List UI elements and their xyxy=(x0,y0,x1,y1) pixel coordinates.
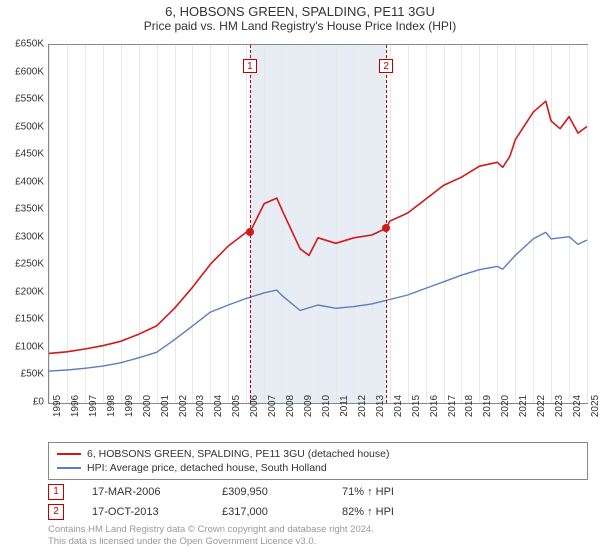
xtick-label: 2025 xyxy=(590,395,600,417)
xtick-label: 2008 xyxy=(285,395,296,417)
xtick-label: 2013 xyxy=(375,395,386,417)
legend-swatch xyxy=(57,453,81,455)
ytick-label: £400K xyxy=(15,176,44,187)
ytick-label: £450K xyxy=(15,149,44,160)
chart-plot-area: 12 xyxy=(48,44,588,404)
legend-label: HPI: Average price, detached house, Sout… xyxy=(87,462,327,474)
xtick-label: 2011 xyxy=(339,395,350,417)
xtick-label: 1996 xyxy=(70,395,81,417)
xtick-label: 2004 xyxy=(213,395,224,417)
ytick-label: £0 xyxy=(33,397,44,408)
xtick-label: 2001 xyxy=(160,395,171,417)
series-line xyxy=(49,101,587,353)
legend-item: 6, HOBSONS GREEN, SPALDING, PE11 3GU (de… xyxy=(57,447,579,461)
gridline-v xyxy=(587,45,588,403)
chart-lines-svg xyxy=(49,45,587,403)
ytick-label: £250K xyxy=(15,259,44,270)
xtick-label: 1997 xyxy=(88,395,99,417)
sale-hpi: 71% ↑ HPI xyxy=(342,486,394,498)
sale-marker: 2 xyxy=(48,504,64,520)
event-marker: 2 xyxy=(379,59,393,73)
series-line xyxy=(49,232,587,371)
ytick-label: £650K xyxy=(15,39,44,50)
xtick-label: 2010 xyxy=(321,395,332,417)
footer-note: Contains HM Land Registry data © Crown c… xyxy=(48,524,374,548)
xtick-label: 2006 xyxy=(249,395,260,417)
xtick-label: 2002 xyxy=(178,395,189,417)
xtick-label: 2020 xyxy=(500,395,511,417)
xtick-label: 1999 xyxy=(124,395,135,417)
xtick-label: 2000 xyxy=(142,395,153,417)
sale-point xyxy=(382,224,390,232)
ytick-label: £50K xyxy=(21,369,44,380)
xtick-label: 2014 xyxy=(393,395,404,417)
xtick-label: 2017 xyxy=(447,395,458,417)
ytick-label: £350K xyxy=(15,204,44,215)
sale-date: 17-OCT-2013 xyxy=(92,506,222,518)
xtick-label: 2015 xyxy=(411,395,422,417)
ytick-label: £100K xyxy=(15,341,44,352)
legend-item: HPI: Average price, detached house, Sout… xyxy=(57,461,579,475)
xtick-label: 1995 xyxy=(52,395,63,417)
sale-row: 2 17-OCT-2013£317,00082% ↑ HPI xyxy=(48,502,394,522)
sales-table: 1 17-MAR-2006£309,95071% ↑ HPI 2 17-OCT-201… xyxy=(48,482,394,522)
xtick-label: 2018 xyxy=(464,395,475,417)
sale-row: 1 17-MAR-2006£309,95071% ↑ HPI xyxy=(48,482,394,502)
xtick-label: 2007 xyxy=(267,395,278,417)
legend: 6, HOBSONS GREEN, SPALDING, PE11 3GU (de… xyxy=(48,442,588,480)
sale-price: £317,000 xyxy=(222,506,342,518)
footer-line1: Contains HM Land Registry data © Crown c… xyxy=(48,524,374,536)
ytick-label: £150K xyxy=(15,314,44,325)
xtick-label: 2016 xyxy=(429,395,440,417)
xtick-label: 2009 xyxy=(303,395,314,417)
sale-price: £309,950 xyxy=(222,486,342,498)
sale-hpi: 82% ↑ HPI xyxy=(342,506,394,518)
event-line xyxy=(250,45,251,403)
ytick-label: £200K xyxy=(15,286,44,297)
sale-date: 17-MAR-2006 xyxy=(92,486,222,498)
xtick-label: 2021 xyxy=(518,395,529,417)
ytick-label: £600K xyxy=(15,66,44,77)
xtick-label: 1998 xyxy=(106,395,117,417)
sale-point xyxy=(246,228,254,236)
legend-label: 6, HOBSONS GREEN, SPALDING, PE11 3GU (de… xyxy=(87,448,390,460)
xtick-label: 2019 xyxy=(482,395,493,417)
ytick-label: £550K xyxy=(15,94,44,105)
sale-marker: 1 xyxy=(48,484,64,500)
chart-title: 6, HOBSONS GREEN, SPALDING, PE11 3GU xyxy=(0,0,600,19)
chart-subtitle: Price paid vs. HM Land Registry's House … xyxy=(0,19,600,39)
ytick-label: £300K xyxy=(15,231,44,242)
legend-swatch xyxy=(57,467,81,469)
xtick-label: 2012 xyxy=(357,395,368,417)
xtick-label: 2024 xyxy=(572,395,583,417)
xtick-label: 2023 xyxy=(554,395,565,417)
event-marker: 1 xyxy=(243,59,257,73)
ytick-label: £500K xyxy=(15,121,44,132)
xtick-label: 2003 xyxy=(195,395,206,417)
xtick-label: 2005 xyxy=(231,395,242,417)
footer-line2: This data is licensed under the Open Gov… xyxy=(48,536,374,548)
xtick-label: 2022 xyxy=(536,395,547,417)
